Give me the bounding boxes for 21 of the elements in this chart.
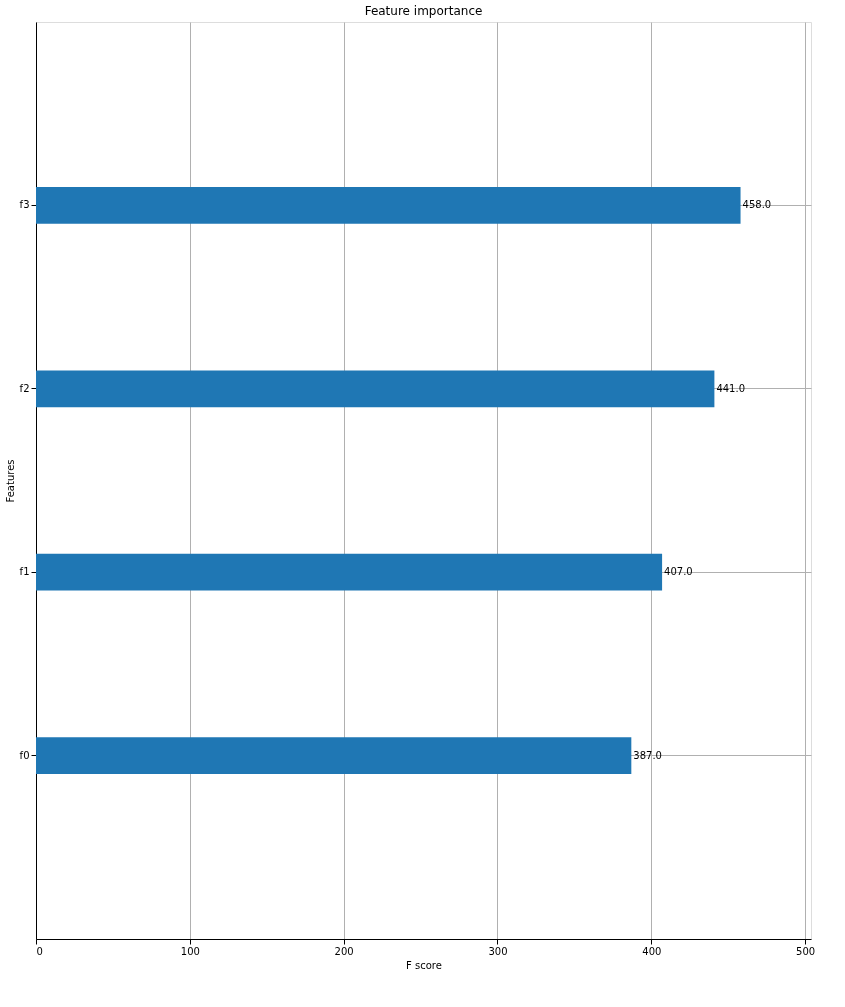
y-tick-label: f1 — [19, 566, 30, 578]
x-tick-label: 300 — [488, 945, 508, 957]
y-axis-title: Features — [4, 459, 16, 503]
x-tick-label: 500 — [796, 945, 816, 957]
data-label: 441.0 — [716, 382, 746, 394]
x-tick-label: 200 — [334, 945, 354, 957]
x-tick-label: 0 — [36, 945, 43, 957]
data-label: 407.0 — [664, 566, 693, 578]
bar — [36, 187, 741, 224]
data-label: 387.0 — [633, 749, 662, 761]
x-axis-title: F score — [406, 959, 442, 971]
x-tick-label: 100 — [180, 945, 200, 957]
bar — [36, 553, 663, 591]
chart-title: Feature importance — [364, 4, 483, 18]
bar — [36, 370, 715, 408]
y-tick-label: f0 — [19, 749, 30, 761]
x-tick-label: 400 — [642, 945, 662, 957]
data-label: 458.0 — [742, 199, 772, 211]
y-tick-label: f2 — [19, 382, 30, 394]
y-tick-label: f3 — [19, 199, 30, 211]
bar — [36, 737, 632, 774]
